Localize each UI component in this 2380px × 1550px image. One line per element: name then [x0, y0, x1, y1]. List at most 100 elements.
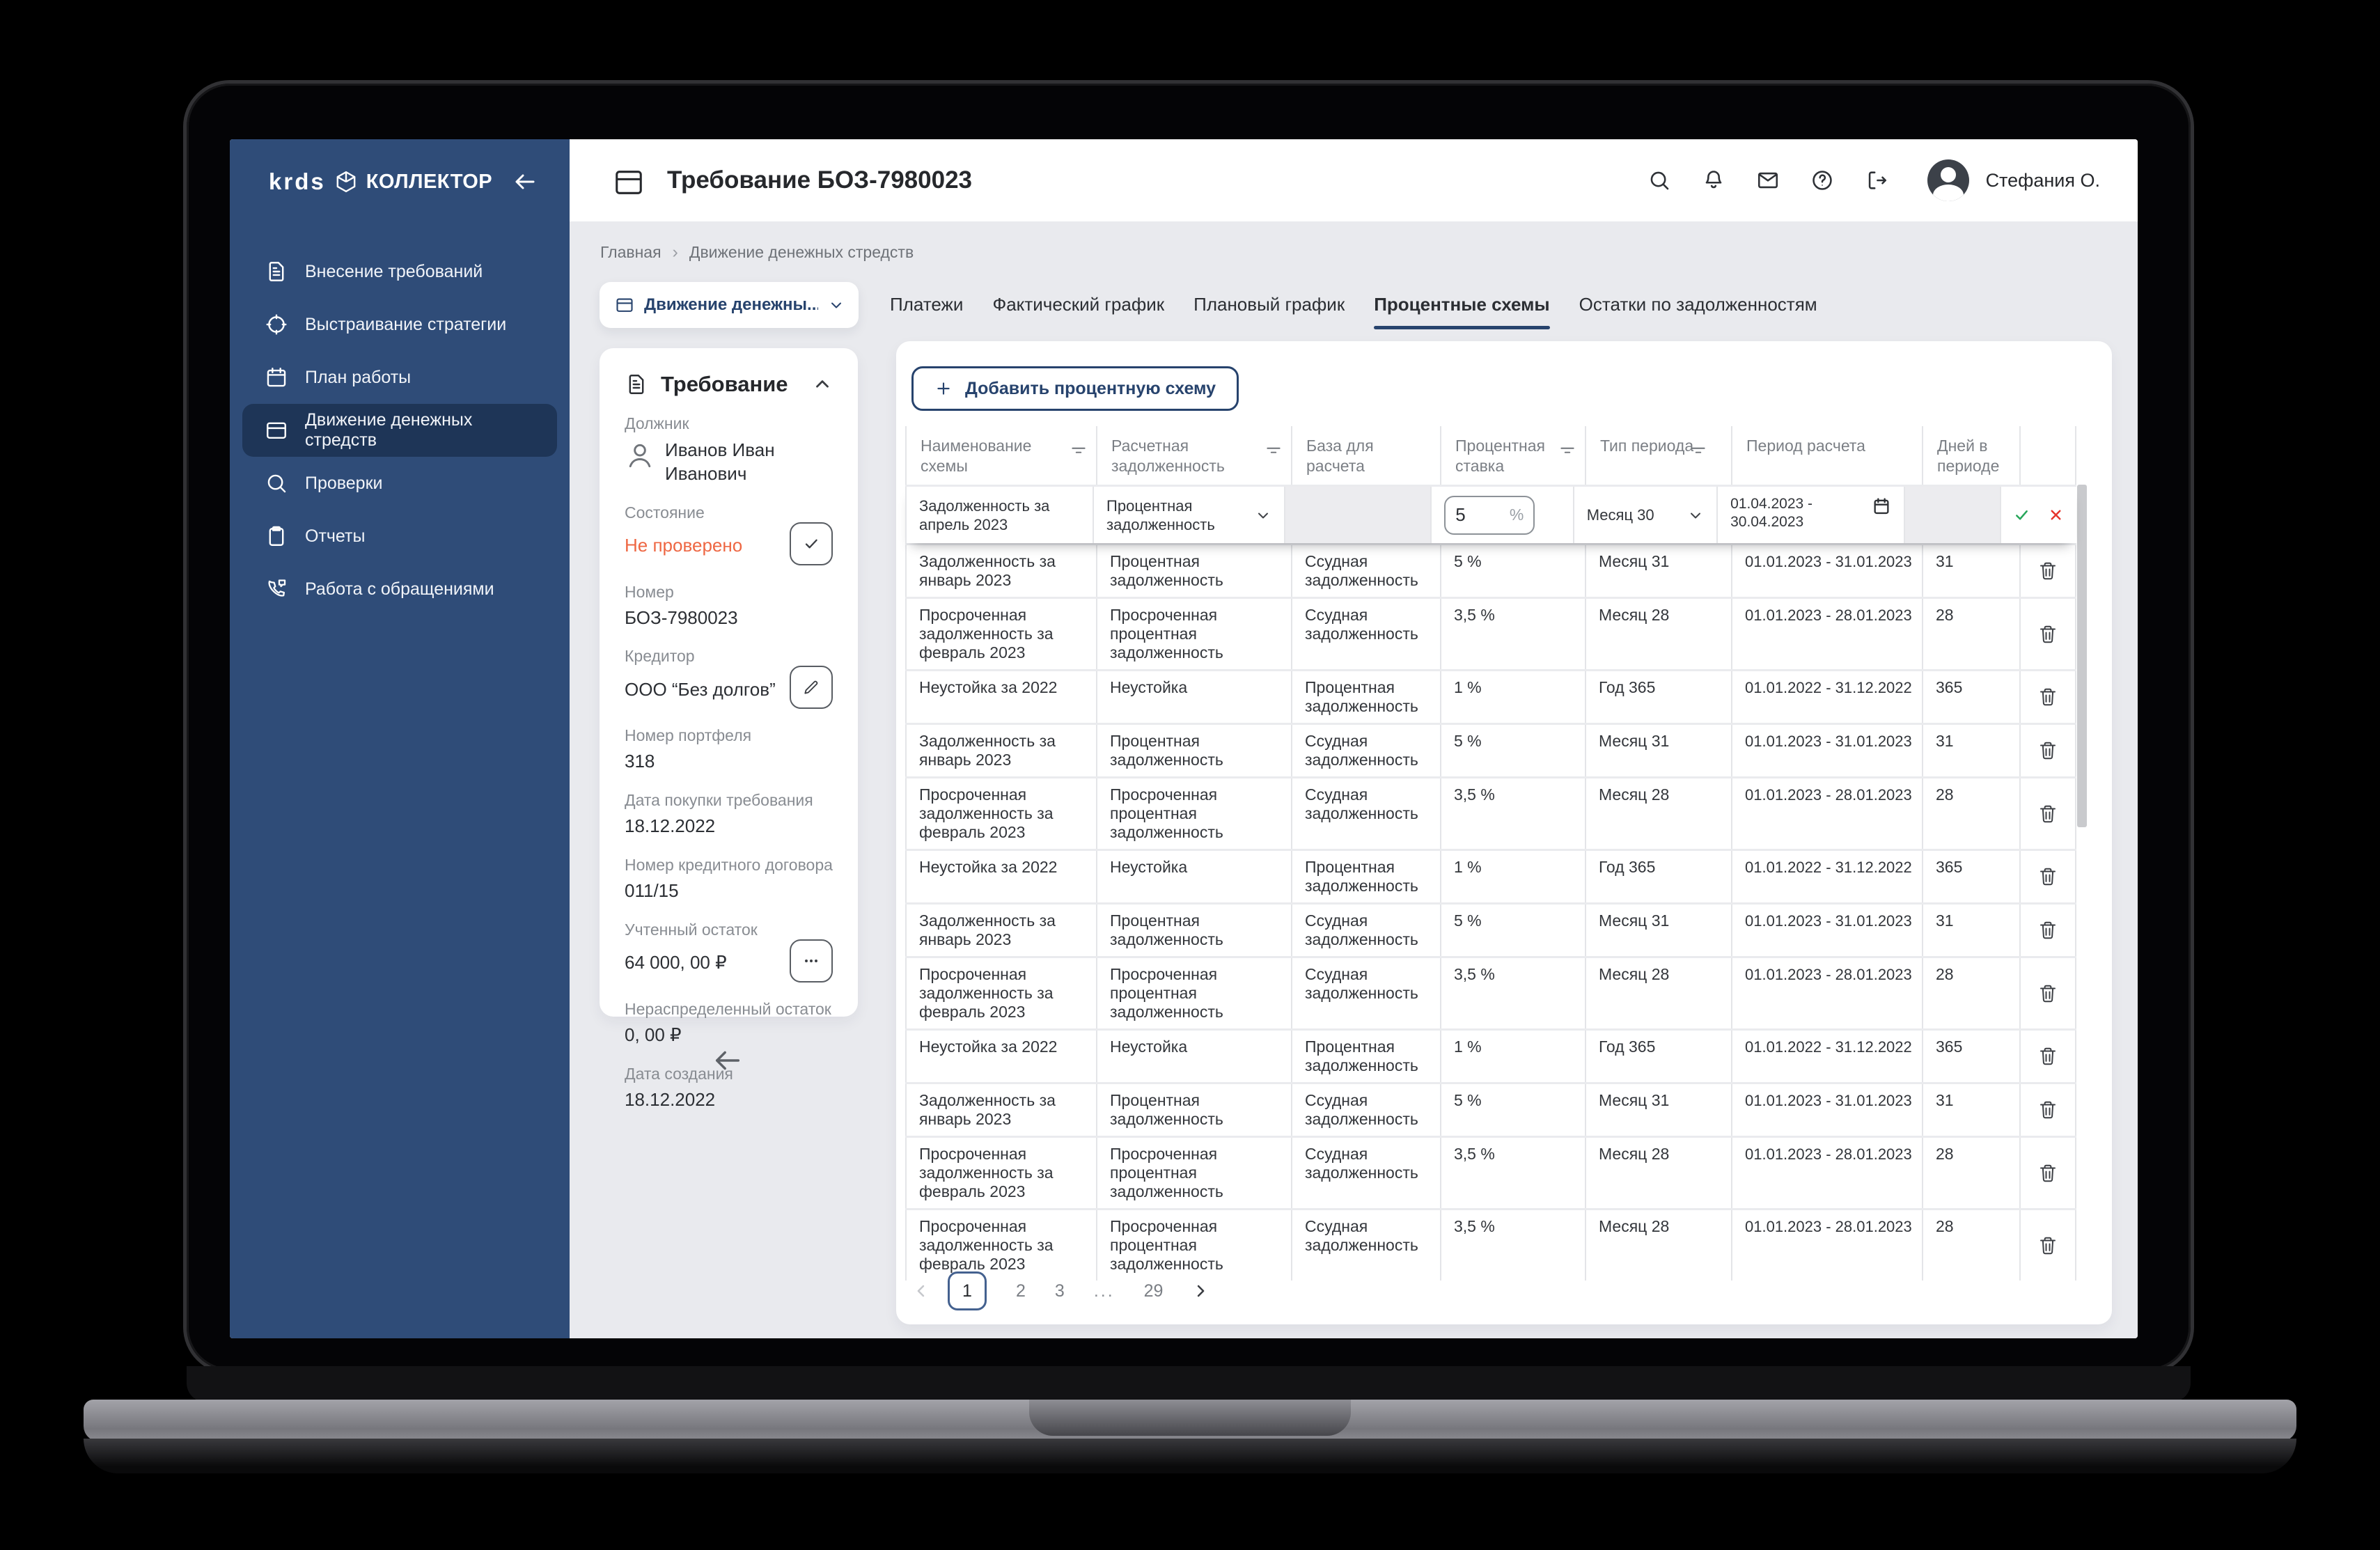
filter-icon[interactable] — [1558, 441, 1576, 460]
calc-period-picker[interactable]: 01.04.2023 - 30.04.2023 — [1718, 487, 1906, 543]
base-cell: Ссудная задолженность — [1292, 778, 1441, 849]
field-value: 64 000, 00 ₽ — [625, 952, 727, 973]
sidebar-item-rabota-s-obrashcheniyami[interactable]: Работа с обращениями — [242, 563, 557, 616]
mail-icon[interactable] — [1756, 169, 1780, 192]
days-cell: 28 — [1923, 1138, 2021, 1208]
calc-debt-cell: Процентная задолженность — [1097, 545, 1292, 597]
sidebar-item-dvizhenie-denezhnyh-sredstv[interactable]: Движение денежных стредств — [242, 404, 557, 457]
confirm-check-button[interactable] — [790, 522, 833, 565]
filter-icon[interactable] — [1265, 441, 1283, 460]
field-label: Кредитор — [625, 647, 695, 666]
sidebar-item-plan-raboty[interactable]: План работы — [242, 351, 557, 404]
base-cell: Ссудная задолженность — [1292, 1210, 1441, 1281]
topbar: Требование БОЗ-7980023 — [570, 139, 2138, 221]
col-header-rate: Процентная ставка — [1441, 426, 1586, 485]
rate-cell: 3,5 % — [1441, 599, 1586, 669]
calc-period-cell: 01.01.2023 - 28.01.2023 — [1732, 1210, 1923, 1281]
tab-fakticheskiy-grafik[interactable]: Фактический график — [992, 294, 1165, 315]
period-type-cell: Год 365 — [1586, 851, 1732, 902]
view-switcher-dropdown[interactable]: Движение денежны... — [600, 281, 859, 328]
period-type-cell: Год 365 — [1586, 671, 1732, 723]
calc-debt-dropdown[interactable]: Процентная задолженность — [1094, 487, 1285, 543]
trash-icon[interactable] — [2037, 866, 2058, 887]
credit-card-icon — [265, 418, 288, 442]
table-row: Неустойка за 2022 Неустойка Процентная з… — [905, 1028, 2076, 1082]
tab-planovyy-grafik[interactable]: Плановый график — [1193, 294, 1345, 315]
calc-debt-cell: Процентная задолженность — [1097, 725, 1292, 776]
base-cell: Процентная задолженность — [1292, 671, 1441, 723]
trash-icon[interactable] — [2037, 1235, 2058, 1256]
sidebar-collapse-button[interactable] — [512, 169, 538, 194]
page-button[interactable]: 29 — [1143, 1281, 1164, 1301]
page-button[interactable]: 2 — [1016, 1281, 1026, 1301]
breadcrumb-home[interactable]: Главная — [600, 243, 661, 261]
app-window: krds КОЛЛЕКТОР Внесение требований — [230, 139, 2138, 1338]
help-icon[interactable] — [1810, 169, 1834, 192]
tab-platezhi[interactable]: Платежи — [890, 294, 964, 315]
col-header-scheme-name: Наименование схемы — [905, 426, 1097, 485]
period-type-cell: Месяц 28 — [1586, 958, 1732, 1028]
table-row: Просроченная задолженность за февраль 20… — [905, 776, 2076, 849]
page-button[interactable]: 3 — [1054, 1281, 1065, 1301]
search-icon[interactable] — [1647, 169, 1671, 192]
chevron-down-icon — [1255, 507, 1271, 524]
add-interest-scheme-button[interactable]: Добавить процентную схему — [911, 366, 1239, 411]
trash-icon[interactable] — [2037, 1163, 2058, 1184]
base-cell: Ссудная задолженность — [1292, 545, 1441, 597]
field-value: ООО “Без долгов” — [625, 678, 776, 700]
page-next-icon[interactable] — [1191, 1281, 1210, 1301]
page-button-current[interactable]: 1 — [948, 1271, 987, 1310]
sidebar-item-vnesenie-trebovaniy[interactable]: Внесение требований — [242, 245, 557, 298]
filter-icon[interactable] — [1689, 441, 1707, 460]
trash-icon[interactable] — [2037, 740, 2058, 761]
scheme-name-cell: Неустойка за 2022 — [905, 1031, 1097, 1082]
rate-input[interactable] — [1455, 504, 1496, 526]
table-row: Просроченная задолженность за февраль 20… — [905, 1136, 2076, 1208]
sidebar-item-vystraivanie-strategii[interactable]: Выстраивание стратегии — [242, 298, 557, 351]
edit-pencil-button[interactable] — [790, 666, 833, 710]
bell-icon[interactable] — [1702, 169, 1725, 192]
table-scrollbar[interactable] — [2077, 485, 2087, 827]
page-prev-icon[interactable] — [911, 1281, 931, 1301]
sidebar-item-otchety[interactable]: Отчеты — [242, 510, 557, 563]
period-type-dropdown[interactable]: Месяц 30 — [1574, 487, 1719, 543]
calc-debt-cell: Процентная задолженность — [1097, 1084, 1292, 1136]
confirm-check-icon[interactable] — [2014, 504, 2030, 526]
sidebar-item-proverki[interactable]: Проверки — [242, 457, 557, 510]
scheme-name-cell: Задолженность за апрель 2023 — [905, 487, 1095, 543]
tab-protsentnye-skhemy[interactable]: Процентные схемы — [1374, 280, 1551, 329]
trash-icon[interactable] — [2037, 1099, 2058, 1120]
trash-icon[interactable] — [2037, 624, 2058, 645]
days-cell: 31 — [1923, 905, 2021, 956]
table-header-row: Наименование схемы Расчетная задолженнос… — [905, 426, 2076, 485]
cancel-x-icon[interactable] — [2048, 504, 2064, 526]
requirement-card-icon — [613, 166, 645, 194]
logout-icon[interactable] — [1865, 169, 1888, 192]
trash-icon[interactable] — [2037, 1046, 2058, 1067]
rate-cell: 1 % — [1441, 671, 1586, 723]
trash-icon[interactable] — [2037, 804, 2058, 824]
avatar[interactable] — [1927, 159, 1969, 201]
search-icon — [265, 471, 288, 495]
field-value: БОЗ-7980023 — [625, 606, 738, 628]
document-icon — [629, 375, 644, 394]
tab-ostatki-po-zadolzhennostyam[interactable]: Остатки по задолженностям — [1579, 294, 1817, 315]
trash-icon[interactable] — [2037, 983, 2058, 1004]
requirement-panel: Требование Должник Иванов Иван Иванович … — [600, 348, 858, 1110]
row-actions-cell — [2021, 545, 2076, 597]
row-actions-cell — [2021, 958, 2076, 1028]
trash-icon[interactable] — [2037, 561, 2058, 581]
panel-collapse-arrow[interactable] — [712, 1044, 744, 1077]
trash-icon[interactable] — [2037, 687, 2058, 707]
base-cell: Ссудная задолженность — [1292, 599, 1441, 669]
more-ellipsis-button[interactable] — [790, 939, 833, 983]
table-body: Задолженность за январь 2023 Процентная … — [905, 543, 2076, 1281]
filter-icon[interactable] — [1070, 441, 1088, 460]
sidebar: krds КОЛЛЕКТОР Внесение требований — [230, 139, 570, 1338]
table-edit-row: Задолженность за апрель 2023 Процентная … — [905, 485, 2076, 543]
base-cell: Ссудная задолженность — [1292, 905, 1441, 956]
trash-icon[interactable] — [2037, 920, 2058, 941]
chevron-up-icon[interactable] — [812, 374, 833, 395]
rate-cell: 5 % — [1441, 905, 1586, 956]
breadcrumb: Главная › Движение денежных стредств — [600, 242, 914, 263]
